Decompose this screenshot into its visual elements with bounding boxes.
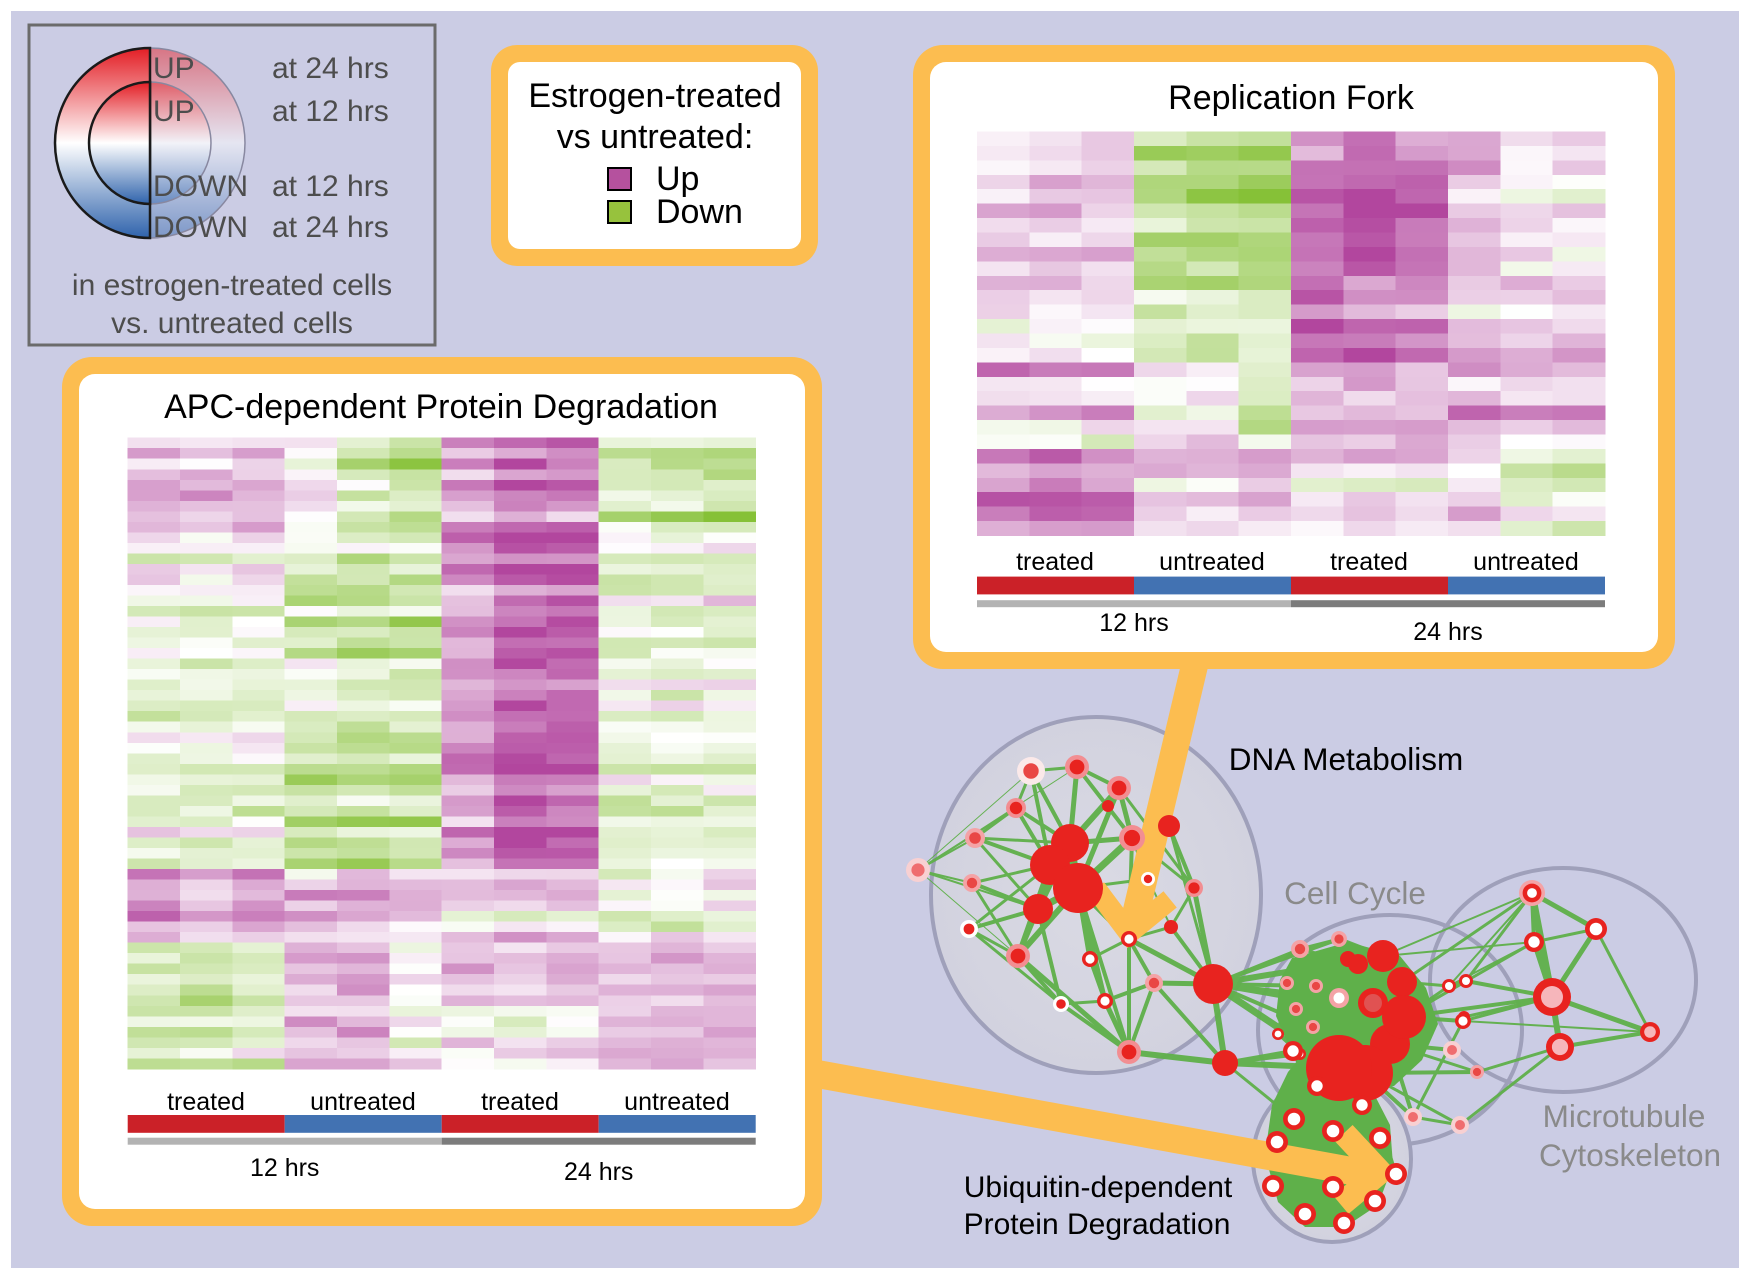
svg-text:DOWN: DOWN — [153, 170, 248, 203]
svg-text:12 hrs: 12 hrs — [250, 1154, 319, 1182]
svg-text:treated: treated — [1016, 548, 1094, 576]
svg-text:at 24 hrs: at 24 hrs — [272, 211, 389, 244]
svg-text:DOWN: DOWN — [153, 211, 248, 244]
svg-text:untreated: untreated — [310, 1088, 416, 1116]
svg-text:Cytoskeleton: Cytoskeleton — [1539, 1137, 1721, 1173]
svg-text:Ubiquitin-dependent: Ubiquitin-dependent — [964, 1171, 1233, 1204]
svg-text:24 hrs: 24 hrs — [564, 1158, 633, 1186]
svg-text:Up: Up — [656, 160, 699, 198]
svg-text:Microtubule: Microtubule — [1543, 1098, 1706, 1134]
svg-text:treated: treated — [481, 1088, 559, 1116]
svg-text:at 12 hrs: at 12 hrs — [272, 170, 389, 203]
svg-text:Cell Cycle: Cell Cycle — [1284, 875, 1426, 911]
svg-text:Down: Down — [656, 193, 743, 231]
svg-text:vs untreated:: vs untreated: — [557, 118, 754, 156]
svg-text:UP: UP — [153, 52, 195, 85]
svg-text:Estrogen-treated: Estrogen-treated — [528, 77, 781, 115]
svg-text:Replication Fork: Replication Fork — [1168, 79, 1415, 117]
svg-text:at 24 hrs: at 24 hrs — [272, 52, 389, 85]
svg-text:vs. untreated cells: vs. untreated cells — [111, 307, 353, 340]
svg-text:12 hrs: 12 hrs — [1099, 609, 1168, 637]
svg-text:untreated: untreated — [624, 1088, 730, 1116]
svg-text:UP: UP — [153, 95, 195, 128]
svg-text:treated: treated — [167, 1088, 245, 1116]
svg-text:untreated: untreated — [1473, 548, 1579, 576]
svg-text:DNA Metabolism: DNA Metabolism — [1229, 741, 1464, 777]
svg-text:untreated: untreated — [1159, 548, 1265, 576]
svg-text:in estrogen-treated cells: in estrogen-treated cells — [72, 269, 392, 302]
svg-text:at 12 hrs: at 12 hrs — [272, 95, 389, 128]
svg-text:treated: treated — [1330, 548, 1408, 576]
svg-text:24 hrs: 24 hrs — [1413, 618, 1482, 646]
svg-text:Protein Degradation: Protein Degradation — [964, 1208, 1231, 1241]
svg-text:APC-dependent Protein Degradat: APC-dependent Protein Degradation — [164, 388, 718, 426]
